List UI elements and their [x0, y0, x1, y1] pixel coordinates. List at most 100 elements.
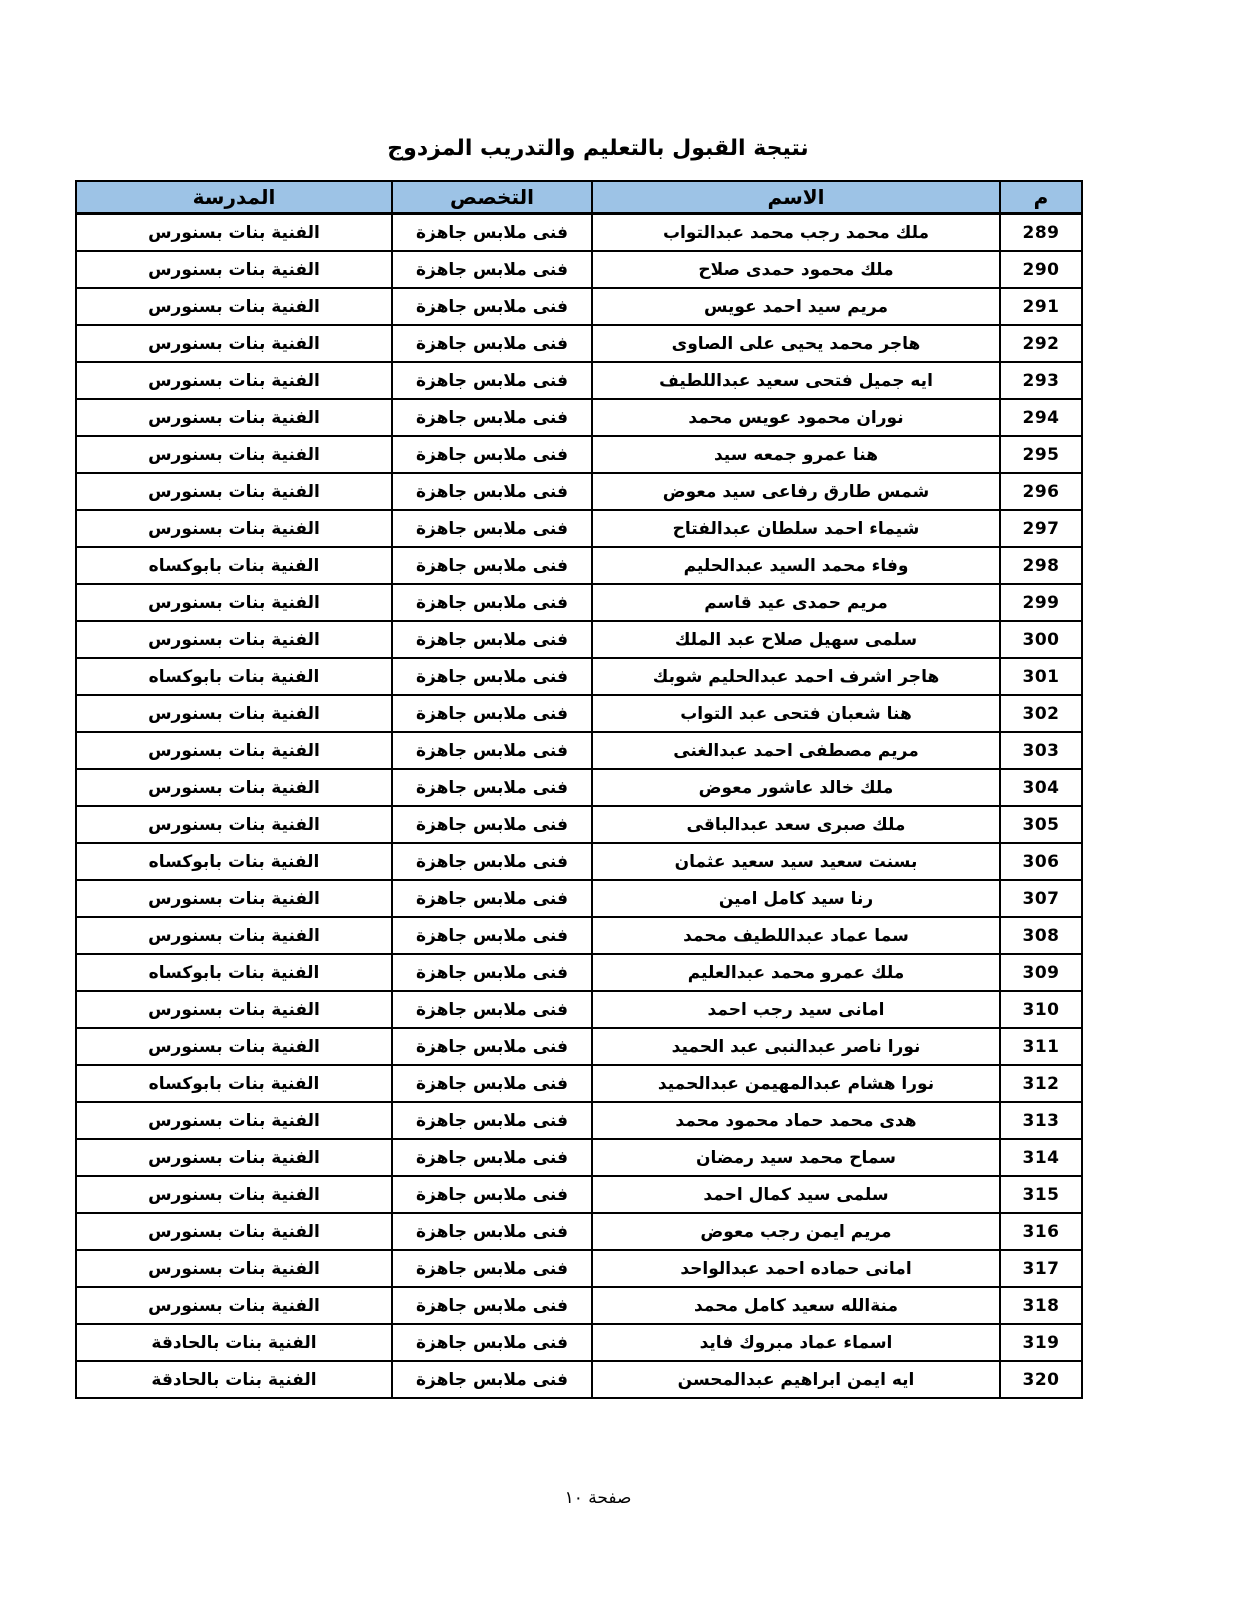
student-name-cell: اسماء عماد مبروك فايد: [591, 1323, 1001, 1362]
row-number-cell: 294: [999, 398, 1083, 437]
student-name-cell: هاجر محمد يحيى على الصاوى: [591, 324, 1001, 363]
row-number-cell: 291: [999, 287, 1083, 326]
school-cell: الفنية بنات بسنورس: [75, 435, 393, 474]
specialization-cell: فنى ملابس جاهزة: [391, 398, 593, 437]
results-table: م الاسم التخصص المدرسة 289 ملك محمد رجب م…: [75, 180, 1083, 1399]
specialization-cell: فنى ملابس جاهزة: [391, 287, 593, 326]
student-name-cell: سلمى سهيل صلاح عبد الملك: [591, 620, 1001, 659]
row-number-cell: 309: [999, 953, 1083, 992]
row-number-cell: 306: [999, 842, 1083, 881]
row-number-cell: 315: [999, 1175, 1083, 1214]
table-row: 319 اسماء عماد مبروك فايد فنى ملابس جاهزة ا…: [75, 1323, 1083, 1362]
student-name-cell: مريم سيد احمد عويس: [591, 287, 1001, 326]
specialization-cell: فنى ملابس جاهزة: [391, 324, 593, 363]
specialization-cell: فنى ملابس جاهزة: [391, 435, 593, 474]
school-cell: الفنية بنات بسنورس: [75, 1101, 393, 1140]
row-number-cell: 316: [999, 1212, 1083, 1251]
school-cell: الفنية بنات بسنورس: [75, 879, 393, 918]
specialization-cell: فنى ملابس جاهزة: [391, 1101, 593, 1140]
school-cell: الفنية بنات بسنورس: [75, 768, 393, 807]
specialization-cell: فنى ملابس جاهزة: [391, 916, 593, 955]
table-row: 317 امانى حماده احمد عبدالواحد فنى ملابس ج…: [75, 1249, 1083, 1288]
specialization-cell: فنى ملابس جاهزة: [391, 842, 593, 881]
school-cell: الفنية بنات بسنورس: [75, 916, 393, 955]
specialization-cell: فنى ملابس جاهزة: [391, 1064, 593, 1103]
table-row: 311 نورا ناصر عبدالنبى عبد الحميد فنى ملاب…: [75, 1027, 1083, 1066]
student-name-cell: نوران محمود عويس محمد: [591, 398, 1001, 437]
specialization-cell: فنى ملابس جاهزة: [391, 620, 593, 659]
row-number-cell: 308: [999, 916, 1083, 955]
school-cell: الفنية بنات بسنورس: [75, 990, 393, 1029]
specialization-cell: فنى ملابس جاهزة: [391, 1286, 593, 1325]
specialization-cell: فنى ملابس جاهزة: [391, 583, 593, 622]
specialization-cell: فنى ملابس جاهزة: [391, 1175, 593, 1214]
row-number-cell: 292: [999, 324, 1083, 363]
row-number-cell: 302: [999, 694, 1083, 733]
school-cell: الفنية بنات بسنورس: [75, 1286, 393, 1325]
student-name-cell: سماح محمد سيد رمضان: [591, 1138, 1001, 1177]
student-name-cell: ملك صبرى سعد عبدالباقى: [591, 805, 1001, 844]
table-row: 295 هنا عمرو جمعه سيد فنى ملابس جاهزة الفني…: [75, 435, 1083, 474]
specialization-cell: فنى ملابس جاهزة: [391, 546, 593, 585]
student-name-cell: هدى محمد حماد محمود محمد: [591, 1101, 1001, 1140]
table-row: 303 مريم مصطفى احمد عبدالغنى فنى ملابس جاه…: [75, 731, 1083, 770]
row-number-cell: 301: [999, 657, 1083, 696]
row-number-cell: 310: [999, 990, 1083, 1029]
table-row: 318 منةالله سعيد كامل محمد فنى ملابس جاهزة…: [75, 1286, 1083, 1325]
row-number-cell: 307: [999, 879, 1083, 918]
page-title: نتيجة القبول بالتعليم والتدريب المزدوج: [387, 136, 809, 161]
student-name-cell: شمس طارق رفاعى سيد معوض: [591, 472, 1001, 511]
school-cell: الفنية بنات بابوكساه: [75, 1064, 393, 1103]
header-cell-specialization: التخصص: [391, 180, 593, 215]
row-number-cell: 319: [999, 1323, 1083, 1362]
table-row: 312 نورا هشام عبدالمهيمن عبدالحميد فنى ملا…: [75, 1064, 1083, 1103]
school-cell: الفنية بنات بسنورس: [75, 250, 393, 289]
student-name-cell: نورا هشام عبدالمهيمن عبدالحميد: [591, 1064, 1001, 1103]
row-number-cell: 293: [999, 361, 1083, 400]
row-number-cell: 311: [999, 1027, 1083, 1066]
table-row: 301 هاجر اشرف احمد عبدالحليم شوبك فنى ملاب…: [75, 657, 1083, 696]
header-cell-number: م: [999, 180, 1083, 215]
student-name-cell: مريم مصطفى احمد عبدالغنى: [591, 731, 1001, 770]
row-number-cell: 298: [999, 546, 1083, 585]
row-number-cell: 317: [999, 1249, 1083, 1288]
school-cell: الفنية بنات بسنورس: [75, 361, 393, 400]
table-row: 298 وفاء محمد السيد عبدالحليم فنى ملابس جا…: [75, 546, 1083, 585]
school-cell: الفنية بنات بسنورس: [75, 1138, 393, 1177]
specialization-cell: فنى ملابس جاهزة: [391, 472, 593, 511]
specialization-cell: فنى ملابس جاهزة: [391, 694, 593, 733]
specialization-cell: فنى ملابس جاهزة: [391, 1360, 593, 1399]
table-row: 300 سلمى سهيل صلاح عبد الملك فنى ملابس جاه…: [75, 620, 1083, 659]
school-cell: الفنية بنات بسنورس: [75, 583, 393, 622]
row-number-cell: 305: [999, 805, 1083, 844]
row-number-cell: 300: [999, 620, 1083, 659]
student-name-cell: هنا عمرو جمعه سيد: [591, 435, 1001, 474]
row-number-cell: 303: [999, 731, 1083, 770]
table-row: 292 هاجر محمد يحيى على الصاوى فنى ملابس جا…: [75, 324, 1083, 363]
row-number-cell: 295: [999, 435, 1083, 474]
header-cell-school: المدرسة: [75, 180, 393, 215]
school-cell: الفنية بنات بسنورس: [75, 620, 393, 659]
row-number-cell: 314: [999, 1138, 1083, 1177]
specialization-cell: فنى ملابس جاهزة: [391, 805, 593, 844]
student-name-cell: ايه ايمن ابراهيم عبدالمحسن: [591, 1360, 1001, 1399]
table-row: 309 ملك عمرو محمد عبدالعليم فنى ملابس جاهز…: [75, 953, 1083, 992]
specialization-cell: فنى ملابس جاهزة: [391, 1138, 593, 1177]
school-cell: الفنية بنات بسنورس: [75, 212, 393, 252]
table-row: 299 مريم حمدى عيد قاسم فنى ملابس جاهزة الفن…: [75, 583, 1083, 622]
school-cell: الفنية بنات بسنورس: [75, 324, 393, 363]
row-number-cell: 318: [999, 1286, 1083, 1325]
student-name-cell: رنا سيد كامل امين: [591, 879, 1001, 918]
table-row: 291 مريم سيد احمد عويس فنى ملابس جاهزة الفن…: [75, 287, 1083, 326]
student-name-cell: سما عماد عبداللطيف محمد: [591, 916, 1001, 955]
header-row: م الاسم التخصص المدرسة: [75, 180, 1083, 215]
table-row: 314 سماح محمد سيد رمضان فنى ملابس جاهزة الف…: [75, 1138, 1083, 1177]
school-cell: الفنية بنات بسنورس: [75, 1027, 393, 1066]
row-number-cell: 289: [999, 212, 1083, 252]
specialization-cell: فنى ملابس جاهزة: [391, 1212, 593, 1251]
school-cell: الفنية بنات بسنورس: [75, 1249, 393, 1288]
school-cell: الفنية بنات بسنورس: [75, 1212, 393, 1251]
page-number-footer: صفحة ١٠: [564, 1488, 632, 1508]
specialization-cell: فنى ملابس جاهزة: [391, 731, 593, 770]
